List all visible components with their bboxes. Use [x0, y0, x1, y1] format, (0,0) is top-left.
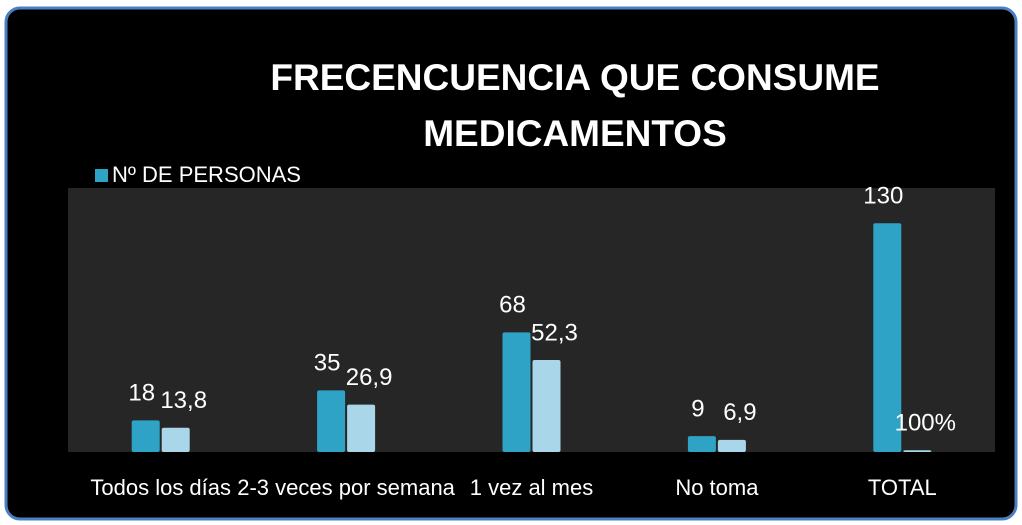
data-label: 26,9 — [346, 364, 393, 391]
x-tick-label: 2-3 veces por semana — [237, 475, 455, 500]
bar — [161, 427, 190, 452]
data-label: 68 — [499, 292, 526, 319]
bar — [532, 359, 561, 452]
chart-title-line1: FRECENCUENCIA QUE CONSUME — [270, 57, 879, 98]
data-label: 9 — [691, 396, 704, 423]
bar — [717, 439, 746, 452]
plot-area — [68, 188, 995, 452]
data-label: 130 — [863, 183, 903, 210]
bar — [873, 223, 902, 452]
data-label: 13,8 — [160, 387, 207, 414]
bar — [317, 390, 346, 452]
bar — [502, 332, 531, 452]
data-label: 100% — [895, 410, 956, 437]
x-tick-label: No toma — [675, 475, 759, 500]
data-label: 35 — [314, 350, 341, 377]
bar — [131, 420, 160, 452]
x-tick-label: TOTAL — [868, 475, 937, 500]
x-tick-label: Todos los días — [90, 475, 231, 500]
chart-title-line2: MEDICAMENTOS — [423, 113, 727, 154]
x-tick-label: 1 vez al mes — [470, 475, 594, 500]
legend-swatch — [95, 169, 108, 182]
data-label: 52,3 — [531, 319, 578, 346]
data-label: 18 — [128, 380, 155, 407]
bar — [903, 450, 932, 452]
data-label: 6,9 — [723, 399, 756, 426]
legend-label: Nº DE PERSONAS — [112, 162, 301, 187]
bar — [347, 404, 376, 452]
bar — [687, 436, 716, 452]
